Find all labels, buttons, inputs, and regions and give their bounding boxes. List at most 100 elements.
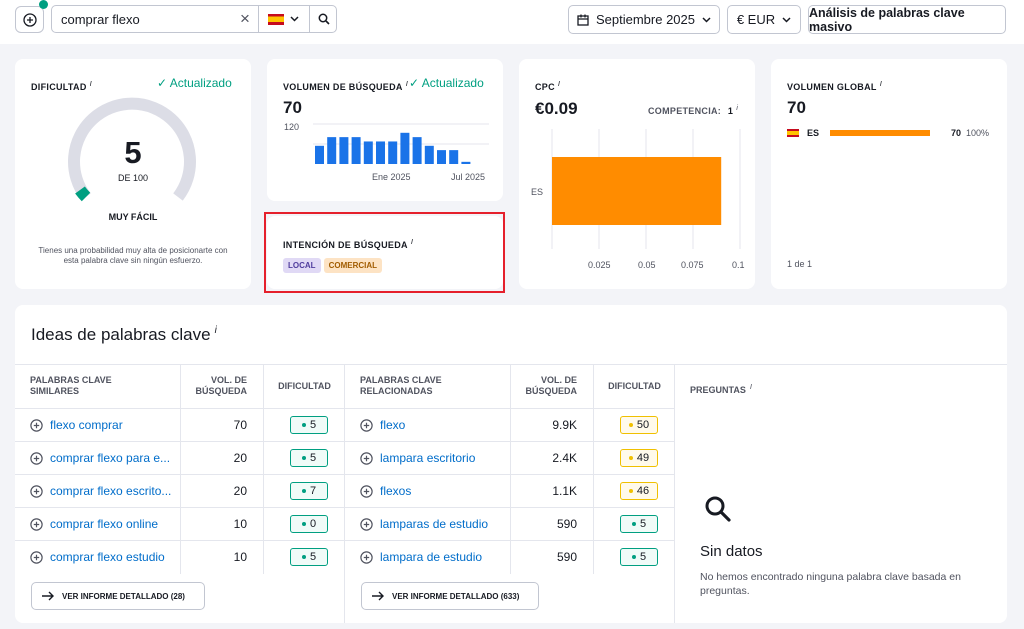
bulk-analysis-button[interactable]: Análisis de palabras clave masivo: [808, 5, 1006, 34]
calendar-icon: [577, 14, 589, 26]
chevron-down-icon: [290, 16, 299, 22]
top-bar: × Septiembre 2025 € EUR Análisis de pala…: [0, 0, 1024, 44]
table-row: flexo comprar 70 5: [15, 408, 345, 441]
keyword-link[interactable]: lampara de estudio: [380, 550, 483, 564]
flag-es-icon: [268, 13, 284, 25]
info-icon[interactable]: i: [214, 325, 217, 337]
cpc-chart: [551, 129, 741, 249]
difficulty-dot: [301, 456, 306, 460]
volume-trend-chart: [313, 123, 489, 164]
difficulty-badge: 46: [620, 482, 658, 500]
search-input[interactable]: [61, 11, 231, 27]
difficulty-dot: [631, 555, 636, 559]
add-keyword-icon[interactable]: [360, 485, 373, 498]
keyword-link[interactable]: comprar flexo online: [50, 517, 159, 531]
difficulty-value: 50: [636, 419, 650, 431]
volume-bar: [424, 145, 434, 164]
search-icon: [705, 496, 731, 522]
keyword-link[interactable]: lampara escritorio: [380, 451, 476, 465]
competition-label: COMPETENCIA:: [648, 106, 722, 116]
arrow-right-icon: [42, 591, 54, 601]
col-header-volume: VOL. DE BÚSQUEDA: [195, 375, 247, 396]
country-code: ES: [807, 128, 820, 138]
date-select[interactable]: Septiembre 2025: [568, 5, 720, 34]
difficulty-dot: [301, 489, 306, 493]
volume-label: VOLUMEN DE BÚSQUEDA: [283, 82, 403, 92]
col-header-difficulty: DIFICULTAD: [278, 381, 331, 391]
volume-bar: [351, 137, 361, 164]
difficulty-dot: [301, 522, 306, 526]
difficulty-badge: 49: [620, 449, 658, 467]
keyword-ideas-card: Ideas de palabras clave i PALABRAS CLAVE …: [15, 305, 1007, 623]
difficulty-dot: [628, 489, 633, 493]
plus-circle-icon: [22, 12, 37, 27]
table-row: comprar flexo escrito... 20 7: [15, 474, 345, 507]
info-icon[interactable]: i: [749, 382, 752, 391]
add-keyword-icon[interactable]: [30, 419, 43, 432]
intent-tag-local: LOCAL: [283, 258, 321, 273]
search-box: ×: [51, 5, 337, 33]
clear-icon[interactable]: ×: [240, 9, 250, 28]
add-keyword-icon[interactable]: [30, 518, 43, 531]
table-row: comprar flexo para e... 20 5: [15, 441, 345, 474]
add-keyword-icon[interactable]: [360, 419, 373, 432]
difficulty-dot: [301, 423, 306, 427]
difficulty-description-line: esta palabra clave sin ningún esfuerzo.: [63, 256, 203, 265]
add-button[interactable]: [15, 6, 44, 33]
questions-header: PREGUNTAS: [690, 385, 746, 395]
keyword-link[interactable]: comprar flexo estudio: [50, 550, 165, 564]
country-select[interactable]: [258, 6, 308, 32]
col-header-keyword: PALABRAS CLAVE SIMILARES: [30, 375, 112, 396]
keyword-link[interactable]: flexo comprar: [50, 418, 123, 432]
info-icon[interactable]: i: [410, 237, 414, 246]
keyword-link[interactable]: comprar flexo escrito...: [50, 484, 172, 498]
add-keyword-icon[interactable]: [360, 452, 373, 465]
detailed-report-button[interactable]: VER INFORME DETALLADO (28): [31, 582, 205, 610]
difficulty-value: 5: [309, 551, 317, 563]
flag-es-icon: [787, 129, 799, 137]
global-volume-card: VOLUMEN GLOBAL i 70 ES 70 100% 1 de 1: [771, 59, 1007, 289]
add-keyword-icon[interactable]: [360, 518, 373, 531]
keyword-volume: 20: [233, 451, 247, 465]
updated-status: ✓ Actualizado: [409, 76, 484, 90]
difficulty-dot: [301, 555, 306, 559]
info-icon[interactable]: i: [89, 79, 93, 88]
cpc-bar-label: ES: [531, 187, 544, 197]
info-icon[interactable]: i: [557, 79, 561, 88]
keyword-volume: 70: [233, 418, 247, 432]
cpc-x-tick: 0.025: [588, 260, 611, 270]
difficulty-gauge: [68, 97, 196, 202]
col-header-keyword: PALABRAS CLAVE RELACIONADAS: [360, 375, 442, 396]
info-icon[interactable]: i: [405, 79, 409, 88]
info-icon[interactable]: i: [879, 79, 883, 88]
keyword-link[interactable]: flexo: [380, 418, 406, 432]
keyword-volume: 9.9K: [552, 418, 577, 432]
add-keyword-icon[interactable]: [30, 551, 43, 564]
add-keyword-icon[interactable]: [360, 551, 373, 564]
difficulty-value: 5: [309, 452, 317, 464]
competition-value: 1: [727, 106, 734, 116]
add-keyword-icon[interactable]: [30, 452, 43, 465]
keyword-volume: 20: [233, 484, 247, 498]
country-share-fill: [830, 130, 930, 136]
table-row: flexos 1.1K 46: [345, 474, 675, 507]
keyword-link[interactable]: lamparas de estudio: [380, 517, 489, 531]
col-header-volume: VOL. DE BÚSQUEDA: [525, 375, 577, 396]
keyword-volume: 2.4K: [552, 451, 577, 465]
volume-bar: [437, 150, 446, 164]
keyword-link[interactable]: comprar flexo para e...: [50, 451, 171, 465]
keyword-volume: 10: [233, 517, 247, 531]
difficulty-dot: [628, 423, 633, 427]
difficulty-badge: 5: [620, 515, 658, 533]
search-button[interactable]: [309, 6, 337, 32]
detailed-report-button[interactable]: VER INFORME DETALLADO (633): [361, 582, 539, 610]
difficulty-value: 5: [639, 551, 647, 563]
keyword-link[interactable]: flexos: [380, 484, 412, 498]
country-volume: 70: [951, 128, 962, 138]
volume-bar: [449, 150, 459, 164]
add-keyword-icon[interactable]: [30, 485, 43, 498]
notification-dot: [39, 0, 48, 9]
info-icon[interactable]: i: [736, 103, 739, 112]
currency-select[interactable]: € EUR: [727, 5, 801, 34]
related-keywords-table: PALABRAS CLAVE RELACIONADAS VOL. DE BÚSQ…: [345, 364, 675, 623]
